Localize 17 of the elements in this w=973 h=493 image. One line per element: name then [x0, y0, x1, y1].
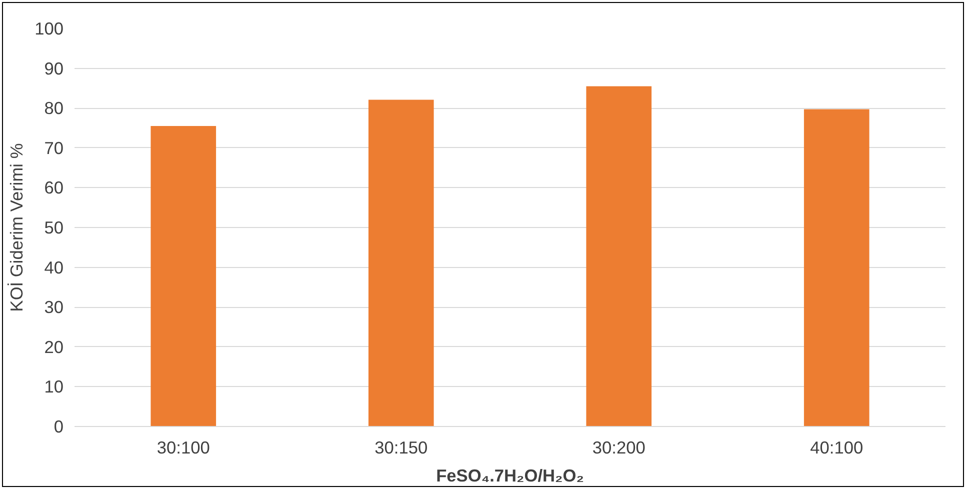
y-tick-label: 80: [44, 98, 64, 118]
y-axis-title: KOİ Giderim Verimi %: [6, 143, 27, 312]
y-tick-label: 50: [44, 218, 64, 238]
y-tick-label: 70: [44, 138, 64, 158]
y-tick-label: 30: [44, 297, 64, 318]
y-tick-label: 10: [44, 376, 64, 397]
x-tick-label: 30:100: [156, 438, 210, 458]
y-tick-label: 0: [54, 416, 64, 436]
y-tick-label: 60: [44, 178, 64, 198]
y-tick-label: 40: [44, 257, 64, 278]
x-axis-title: FeSO₄.7H₂O/H₂O₂: [436, 466, 584, 486]
y-tick-label: 100: [34, 18, 64, 38]
y-tick-label: 90: [44, 58, 64, 78]
x-tick-label: 40:100: [810, 438, 864, 458]
y-tick-label: 20: [44, 336, 64, 357]
x-tick-label: 30:150: [374, 438, 428, 458]
x-tick-label: 30:200: [592, 438, 646, 458]
